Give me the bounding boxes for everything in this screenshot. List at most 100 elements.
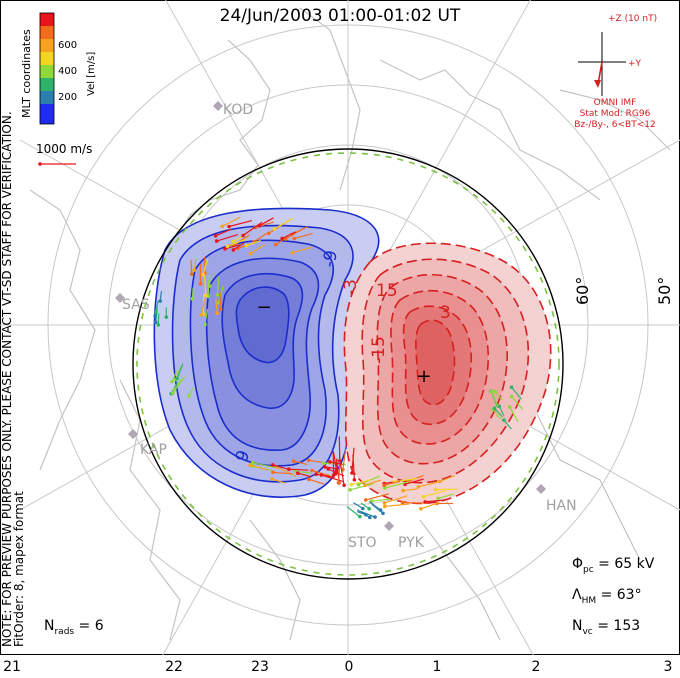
velocity-vector-origin bbox=[219, 308, 223, 312]
velocity-vector-origin bbox=[348, 488, 352, 492]
velocity-vector-origin bbox=[220, 225, 224, 229]
velocity-vector-origin bbox=[215, 312, 219, 316]
velocity-vector-origin bbox=[381, 512, 385, 516]
velocity-vector-origin bbox=[204, 294, 208, 298]
velocity-vector-origin bbox=[175, 377, 179, 381]
velocity-vector-origin bbox=[493, 390, 497, 394]
velocity-vector bbox=[333, 453, 334, 475]
velocity-vector-origin bbox=[271, 471, 275, 475]
contour-label: -15 bbox=[369, 336, 389, 364]
velocity-vector-origin bbox=[187, 394, 191, 398]
mlt-tick-label: 23 bbox=[251, 659, 269, 674]
potential-min-marker: − bbox=[256, 297, 271, 318]
velocity-vector-origin bbox=[200, 313, 204, 317]
velocity-vector-origin bbox=[171, 391, 175, 395]
velocity-vector-origin bbox=[258, 224, 262, 228]
velocity-vector-origin bbox=[422, 495, 426, 499]
velocity-vector-origin bbox=[217, 301, 221, 305]
velocity-vector-origin bbox=[273, 227, 277, 231]
velocity-vector-origin bbox=[338, 459, 342, 463]
velocity-vector-origin bbox=[383, 505, 387, 509]
station-label-pyk: PYK bbox=[398, 535, 424, 551]
imf-condition: Bz-/By-, 6<BT<12 bbox=[560, 120, 670, 131]
velocity-vector-origin bbox=[342, 483, 346, 487]
velocity-vector-origin bbox=[154, 320, 158, 324]
contour-label: -9 bbox=[319, 249, 342, 269]
velocity-vector-origin bbox=[199, 282, 203, 286]
velocity-vector-origin bbox=[417, 485, 421, 489]
velocity-vector-origin bbox=[436, 497, 440, 501]
mlt-tick-label: 3 bbox=[664, 659, 673, 674]
velocity-vector bbox=[208, 280, 209, 297]
velocity-vector-origin bbox=[271, 463, 275, 467]
station-marker bbox=[213, 101, 223, 111]
velocity-vector-origin bbox=[382, 483, 386, 487]
velocity-vector-origin bbox=[310, 469, 314, 473]
velocity-vector-origin bbox=[328, 460, 332, 464]
velocity-vector-origin bbox=[274, 243, 278, 247]
velocity-vector-origin bbox=[215, 239, 219, 243]
velocity-vector-origin bbox=[323, 465, 327, 469]
velocity-vector-origin bbox=[203, 323, 207, 327]
velocity-vector-origin bbox=[401, 489, 405, 493]
station-label-kod: KOD bbox=[223, 102, 253, 118]
velocity-vector-origin bbox=[337, 481, 341, 485]
velocity-vector-origin bbox=[307, 477, 311, 481]
station-marker bbox=[536, 484, 546, 494]
velocity-vector-origin bbox=[363, 483, 367, 487]
velocity-vector-origin bbox=[292, 237, 296, 241]
velocity-vector-origin bbox=[165, 315, 169, 319]
latitude-label-50: 50° bbox=[655, 277, 674, 305]
velocity-vector-origin bbox=[227, 225, 231, 229]
velocity-vector-origin bbox=[423, 500, 427, 504]
velocity-vector-origin bbox=[241, 234, 245, 238]
velocity-vector-origin bbox=[193, 268, 197, 272]
velocity-vector-origin bbox=[350, 471, 354, 475]
velocity-vector-origin bbox=[191, 297, 195, 301]
velocity-vector-origin bbox=[401, 501, 405, 505]
velocity-vector-origin bbox=[320, 473, 324, 477]
velocity-vector-origin bbox=[364, 498, 368, 502]
velocity-vector-origin bbox=[493, 407, 497, 411]
velocity-vector-origin bbox=[154, 310, 158, 314]
velocity-vector-origin bbox=[510, 395, 514, 399]
colorbar-tick: 400 bbox=[58, 66, 77, 77]
velocity-vector-origin bbox=[232, 240, 236, 244]
stat-model: Stat Mod: RG96 bbox=[560, 109, 670, 120]
velocity-vector-origin bbox=[287, 467, 291, 471]
velocity-vector-origin bbox=[419, 507, 423, 511]
velocity-vector bbox=[191, 260, 192, 274]
velocity-vector-origin bbox=[314, 472, 318, 476]
imf-dial bbox=[578, 32, 626, 96]
velocity-vector-origin bbox=[358, 515, 362, 519]
cross-polar-potential: Φpc = 65 kV bbox=[572, 556, 654, 575]
velocity-vector-origin bbox=[232, 248, 236, 252]
velocity-colorbar bbox=[40, 13, 54, 124]
hmb-latitude: ΛHM = 63° bbox=[572, 587, 642, 606]
colorbar-title: Vel [m/s] bbox=[86, 52, 97, 96]
velocity-vector-origin bbox=[296, 471, 300, 475]
contour-label: 15 bbox=[376, 281, 398, 301]
scale-vector-label: 1000 m/s bbox=[36, 142, 92, 156]
velocity-vector-origin bbox=[201, 273, 205, 277]
potential-max-marker: + bbox=[416, 366, 431, 387]
velocity-vector-origin bbox=[502, 418, 506, 422]
velocity-vector-origin bbox=[350, 483, 354, 487]
velocity-vector-origin bbox=[307, 459, 311, 463]
velocity-vector-origin bbox=[508, 405, 512, 409]
velocity-vector-origin bbox=[373, 515, 377, 519]
velocity-vector-origin bbox=[280, 237, 284, 241]
map-title: 24/Jun/2003 01:00-01:02 UT bbox=[0, 6, 680, 26]
imf-y-label: +Y bbox=[628, 59, 642, 69]
velocity-vector-origin bbox=[367, 507, 371, 511]
velocity-vector-origin bbox=[245, 244, 249, 248]
latitude-label-60: 60° bbox=[573, 277, 592, 305]
velocity-vector-origin bbox=[170, 380, 174, 384]
mlt-tick-label: 22 bbox=[165, 659, 183, 674]
station-label-sas: SAS bbox=[122, 297, 150, 313]
coordinate-system-label: MLT coordinates bbox=[20, 29, 33, 118]
contour-label: -3 bbox=[341, 279, 361, 296]
velocity-vector-origin bbox=[353, 478, 357, 482]
station-marker bbox=[384, 521, 394, 531]
